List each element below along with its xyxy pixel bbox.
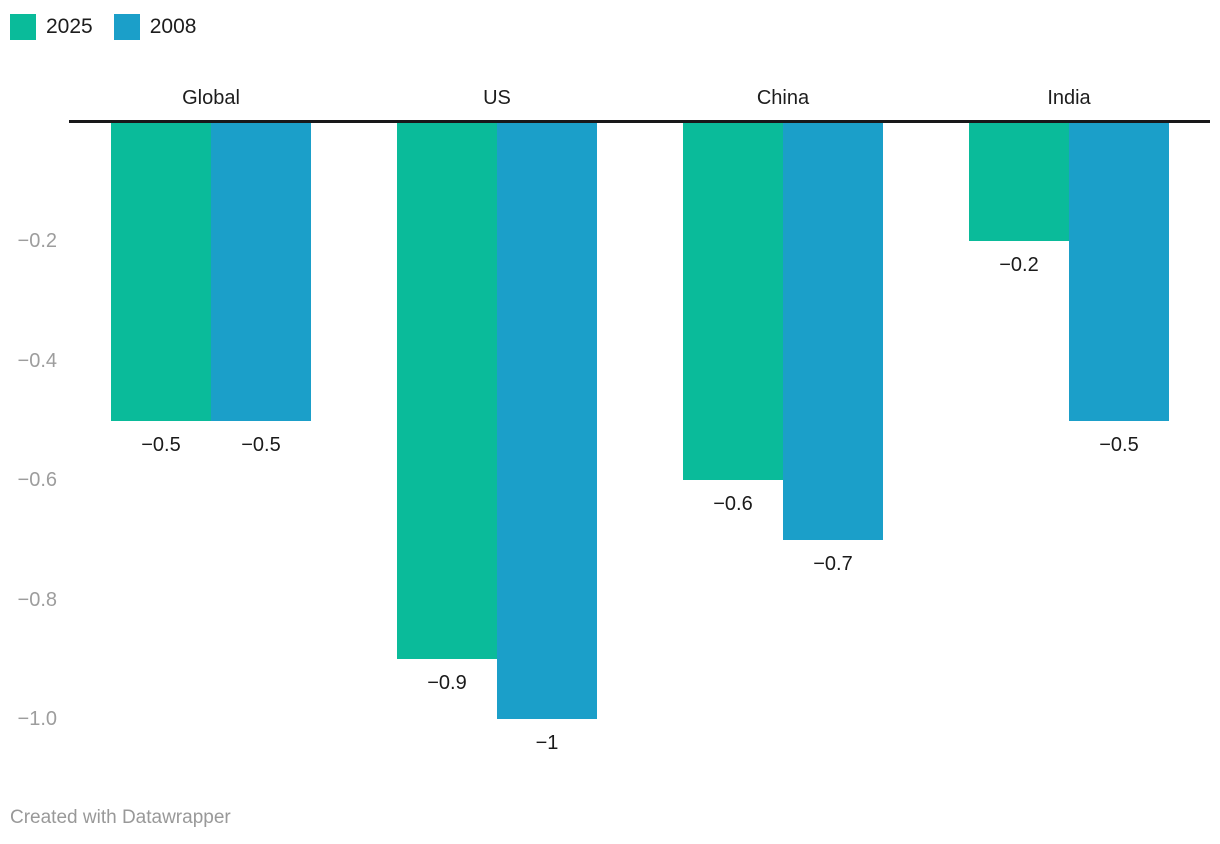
bar-global-2008 xyxy=(211,123,311,421)
category-label-global: Global xyxy=(182,87,240,109)
datawrapper-attribution-link[interactable]: Created with Datawrapper xyxy=(10,807,231,828)
legend-label-2025: 2025 xyxy=(46,15,93,38)
y-axis-tick-−0.8: −0.8 xyxy=(17,588,57,611)
category-label-china: China xyxy=(756,87,810,109)
legend-item-2025: 2025 xyxy=(10,14,93,40)
bar-china-2025 xyxy=(683,123,783,480)
y-axis-tick-−1.0: −1.0 xyxy=(17,708,57,730)
zero-baseline xyxy=(69,120,1210,123)
legend-item-2008: 2008 xyxy=(113,14,197,40)
value-label-global-2025: −0.5 xyxy=(141,434,181,456)
y-axis-tick-−0.6: −0.6 xyxy=(17,469,57,492)
legend-swatch-2025-icon xyxy=(10,14,36,40)
value-label-global-2008: −0.5 xyxy=(241,434,281,456)
value-label-india-2025: −0.2 xyxy=(999,254,1039,276)
bar-us-2008 xyxy=(497,123,597,719)
category-label-us: US xyxy=(483,87,511,109)
y-axis-tick-−0.4: −0.4 xyxy=(17,349,57,372)
legend-swatch-2008-icon xyxy=(113,14,140,40)
bar-china-2008 xyxy=(783,123,883,540)
value-label-us-2008: −1 xyxy=(535,732,559,754)
value-label-china-2008: −0.7 xyxy=(813,553,853,575)
legend-label-2008: 2008 xyxy=(149,15,197,38)
value-label-us-2025: −0.9 xyxy=(427,672,467,694)
y-axis-tick-−0.2: −0.2 xyxy=(17,230,57,253)
category-label-india: India xyxy=(1047,87,1091,109)
bar-global-2025 xyxy=(111,123,211,421)
bar-us-2025 xyxy=(397,123,497,659)
legend: 2025 2008 xyxy=(10,14,196,40)
bar-india-2025 xyxy=(969,123,1069,241)
value-label-china-2025: −0.6 xyxy=(713,493,753,515)
value-label-india-2008: −0.5 xyxy=(1099,434,1139,456)
bar-india-2008 xyxy=(1069,123,1169,421)
